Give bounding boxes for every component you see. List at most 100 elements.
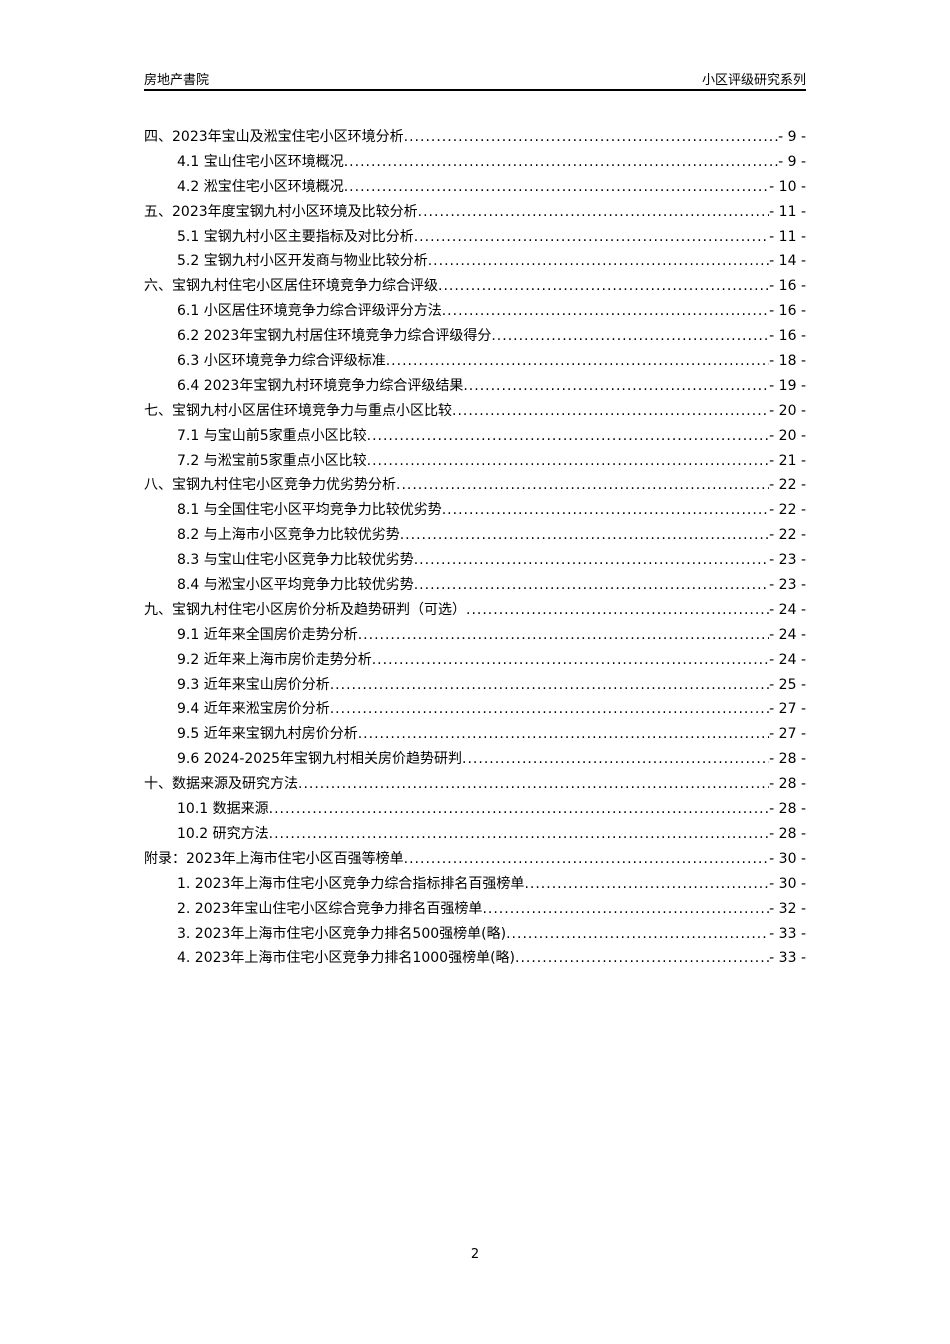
toc-entry[interactable]: 7.1 与宝山前5家重点小区比较 - 20 - bbox=[144, 425, 806, 450]
toc-entry-title: 4.1 宝山住宅小区环境概况 bbox=[177, 153, 344, 170]
toc-entry-title: 9.2 近年来上海市房价走势分析 bbox=[177, 651, 372, 668]
toc-entry[interactable]: 六、宝钢九村住宅小区居住环境竞争力综合评级 - 16 - bbox=[144, 275, 806, 300]
toc-entry-page: - 16 - bbox=[769, 303, 806, 320]
toc-entry-title: 3. 2023年上海市住宅小区竞争力排名500强榜单(略) bbox=[177, 925, 507, 942]
toc-entry-title: 8.4 与淞宝小区平均竞争力比较优劣势 bbox=[177, 577, 414, 594]
toc-leader-dots bbox=[269, 826, 770, 842]
toc-entry[interactable]: 4.2 淞宝住宅小区环境概况 - 10 - bbox=[144, 176, 806, 201]
toc-leader-dots bbox=[344, 154, 778, 170]
toc-entry[interactable]: 3. 2023年上海市住宅小区竞争力排名500强榜单(略) - 33 - bbox=[144, 923, 806, 948]
toc-leader-dots bbox=[367, 428, 770, 444]
toc-entry-title: 10.2 研究方法 bbox=[177, 825, 269, 842]
toc-entry-title: 8.3 与宝山住宅小区竞争力比较优劣势 bbox=[177, 552, 414, 569]
toc-leader-dots bbox=[466, 602, 769, 618]
toc-entry-title: 4.2 淞宝住宅小区环境概况 bbox=[177, 178, 344, 195]
toc-entry[interactable]: 十、数据来源及研究方法 - 28 - bbox=[144, 773, 806, 798]
toc-entry-title: 9.1 近年来全国房价走势分析 bbox=[177, 626, 358, 643]
toc-entry-title: 1. 2023年上海市住宅小区竞争力综合指标排名百强榜单 bbox=[177, 875, 525, 892]
toc-leader-dots bbox=[400, 527, 769, 543]
toc-entry[interactable]: 1. 2023年上海市住宅小区竞争力综合指标排名百强榜单 - 30 - bbox=[144, 873, 806, 898]
toc-leader-dots bbox=[515, 950, 769, 966]
toc-entry[interactable]: 9.2 近年来上海市房价走势分析 - 24 - bbox=[144, 649, 806, 674]
toc-leader-dots bbox=[414, 229, 769, 245]
toc-entry[interactable]: 9.3 近年来宝山房价分析 - 25 - bbox=[144, 674, 806, 699]
toc-entry-title: 2. 2023年宝山住宅小区综合竞争力排名百强榜单 bbox=[177, 900, 483, 917]
toc-entry[interactable]: 10.2 研究方法 - 28 - bbox=[144, 823, 806, 848]
toc-entry[interactable]: 七、宝钢九村小区居住环境竞争力与重点小区比较 - 20 - bbox=[144, 400, 806, 425]
toc-entry[interactable]: 4.1 宝山住宅小区环境概况 - 9 - bbox=[144, 151, 806, 176]
toc-entry-title: 九、宝钢九村住宅小区房价分析及趋势研判（可选） bbox=[144, 601, 466, 618]
toc-entry-page: - 9 - bbox=[778, 153, 806, 170]
toc-entry-page: - 33 - bbox=[769, 950, 806, 967]
toc-entry[interactable]: 八、宝钢九村住宅小区竞争力优劣势分析 - 22 - bbox=[144, 474, 806, 499]
toc-entry-page: - 22 - bbox=[769, 477, 806, 494]
toc-entry[interactable]: 九、宝钢九村住宅小区房价分析及趋势研判（可选） - 24 - bbox=[144, 599, 806, 624]
toc-leader-dots bbox=[442, 303, 769, 319]
toc-entry[interactable]: 6.4 2023年宝钢九村环境竞争力综合评级结果 - 19 - bbox=[144, 375, 806, 400]
toc-leader-dots bbox=[358, 627, 769, 643]
toc-entry[interactable]: 8.2 与上海市小区竞争力比较优劣势 - 22 - bbox=[144, 524, 806, 549]
toc-entry-title: 8.1 与全国住宅小区平均竞争力比较优劣势 bbox=[177, 502, 442, 519]
toc-entry-page: - 19 - bbox=[769, 377, 806, 394]
toc-entry[interactable]: 附录：2023年上海市住宅小区百强等榜单 - 30 - bbox=[144, 848, 806, 873]
toc-entry[interactable]: 7.2 与淞宝前5家重点小区比较 - 21 - bbox=[144, 450, 806, 475]
toc-entry-page: - 21 - bbox=[769, 452, 806, 469]
toc-entry-title: 9.3 近年来宝山房价分析 bbox=[177, 676, 330, 693]
toc-entry[interactable]: 9.6 2024-2025年宝钢九村相关房价趋势研判 - 28 - bbox=[144, 748, 806, 773]
toc-leader-dots bbox=[372, 652, 769, 668]
toc-entry[interactable]: 8.1 与全国住宅小区平均竞争力比较优劣势 - 22 - bbox=[144, 499, 806, 524]
toc-entry-page: - 16 - bbox=[769, 278, 806, 295]
toc-entry[interactable]: 4. 2023年上海市住宅小区竞争力排名1000强榜单(略) - 33 - bbox=[144, 947, 806, 972]
toc-entry-page: - 22 - bbox=[769, 502, 806, 519]
toc-entry[interactable]: 9.4 近年来淞宝房价分析 - 27 - bbox=[144, 698, 806, 723]
toc-leader-dots bbox=[344, 179, 769, 195]
toc-leader-dots bbox=[386, 353, 769, 369]
toc-entry[interactable]: 9.1 近年来全国房价走势分析 - 24 - bbox=[144, 624, 806, 649]
toc-leader-dots bbox=[462, 751, 769, 767]
toc-entry[interactable]: 10.1 数据来源 - 28 - bbox=[144, 798, 806, 823]
toc-entry-page: - 32 - bbox=[769, 900, 806, 917]
toc-entry[interactable]: 四、2023年宝山及淞宝住宅小区环境分析 - 9 - bbox=[144, 126, 806, 151]
toc-entry-page: - 30 - bbox=[769, 875, 806, 892]
toc-entry-page: - 28 - bbox=[769, 751, 806, 768]
toc-leader-dots bbox=[396, 477, 769, 493]
toc-leader-dots bbox=[452, 403, 769, 419]
toc-leader-dots bbox=[404, 129, 778, 145]
toc-entry-page: - 23 - bbox=[769, 552, 806, 569]
toc-entry[interactable]: 五、2023年度宝钢九村小区环境及比较分析 - 11 - bbox=[144, 201, 806, 226]
toc-entry-title: 5.1 宝钢九村小区主要指标及对比分析 bbox=[177, 228, 414, 245]
toc-entry-title: 6.4 2023年宝钢九村环境竞争力综合评级结果 bbox=[177, 377, 464, 394]
toc-entry-page: - 20 - bbox=[769, 402, 806, 419]
page-number: 2 bbox=[470, 1247, 480, 1262]
toc-entry[interactable]: 5.2 宝钢九村小区开发商与物业比较分析 - 14 - bbox=[144, 250, 806, 275]
toc-entry-page: - 25 - bbox=[769, 676, 806, 693]
toc-entry-title: 八、宝钢九村住宅小区竞争力优劣势分析 bbox=[144, 477, 396, 494]
toc-entry[interactable]: 5.1 宝钢九村小区主要指标及对比分析 - 11 - bbox=[144, 226, 806, 251]
toc-entry-page: - 20 - bbox=[769, 427, 806, 444]
toc-leader-dots bbox=[404, 851, 770, 867]
toc-entry-title: 7.2 与淞宝前5家重点小区比较 bbox=[177, 452, 367, 469]
toc-leader-dots bbox=[330, 701, 769, 717]
toc-entry-title: 6.1 小区居住环境竞争力综合评级评分方法 bbox=[177, 303, 442, 320]
toc-leader-dots bbox=[491, 328, 769, 344]
toc-entry[interactable]: 8.3 与宝山住宅小区竞争力比较优劣势 - 23 - bbox=[144, 549, 806, 574]
toc-entry[interactable]: 6.1 小区居住环境竞争力综合评级评分方法 - 16 - bbox=[144, 300, 806, 325]
toc-entry[interactable]: 8.4 与淞宝小区平均竞争力比较优劣势 - 23 - bbox=[144, 574, 806, 599]
toc-entry-page: - 28 - bbox=[769, 825, 806, 842]
toc-entry-page: - 27 - bbox=[769, 726, 806, 743]
toc-entry[interactable]: 9.5 近年来宝钢九村房价分析 - 27 - bbox=[144, 723, 806, 748]
toc-entry-title: 五、2023年度宝钢九村小区环境及比较分析 bbox=[144, 203, 418, 220]
toc-leader-dots bbox=[298, 776, 769, 792]
toc-entry[interactable]: 6.2 2023年宝钢九村居住环境竞争力综合评级得分 - 16 - bbox=[144, 325, 806, 350]
toc-entry[interactable]: 6.3 小区环境竞争力综合评级标准 - 18 - bbox=[144, 350, 806, 375]
toc-entry-page: - 11 - bbox=[769, 203, 806, 220]
toc-entry-title: 8.2 与上海市小区竞争力比较优劣势 bbox=[177, 527, 400, 544]
toc-leader-dots bbox=[269, 801, 770, 817]
toc-leader-dots bbox=[438, 278, 769, 294]
toc-entry-page: - 24 - bbox=[769, 626, 806, 643]
toc-entry-title: 4. 2023年上海市住宅小区竞争力排名1000强榜单(略) bbox=[177, 950, 515, 967]
toc-entry-page: - 18 - bbox=[769, 353, 806, 370]
toc-entry[interactable]: 2. 2023年宝山住宅小区综合竞争力排名百强榜单 - 32 - bbox=[144, 898, 806, 923]
toc-entry-page: - 22 - bbox=[769, 527, 806, 544]
toc-entry-page: - 28 - bbox=[769, 776, 806, 793]
